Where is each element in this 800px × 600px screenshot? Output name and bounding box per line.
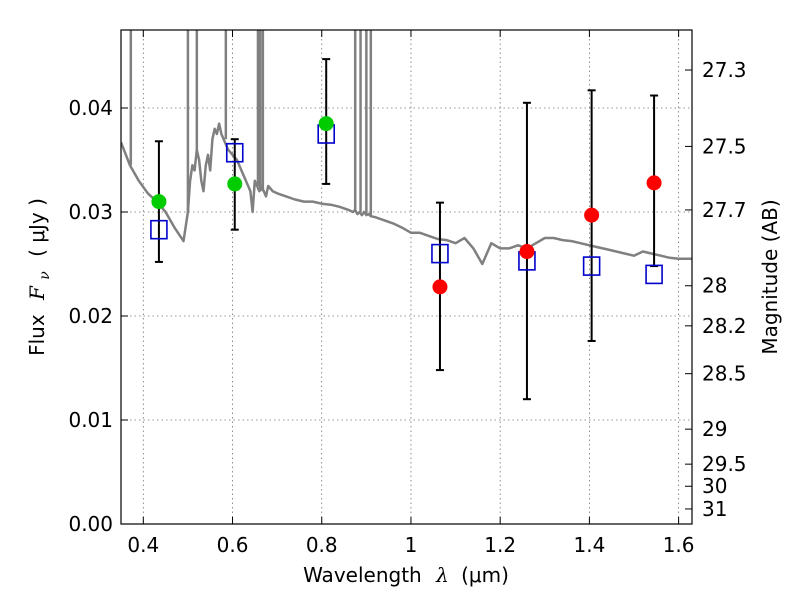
x-tick-label: 1.4 [573, 533, 605, 557]
green-data-point [227, 176, 243, 192]
model-photometry-square [225, 142, 244, 163]
y-axis-label-text: Flux [25, 314, 49, 356]
x-axis-label-unit: (μm) [461, 563, 509, 587]
sed-model-line [121, 122, 692, 266]
model-photometry-square [150, 219, 168, 240]
x-tick-label: 0.8 [306, 533, 338, 557]
y2-tick-label: 28 [702, 274, 727, 298]
red-data-point [519, 244, 535, 260]
red-data-point [646, 175, 662, 191]
y2-tick-label: 27.7 [702, 198, 747, 222]
x-tick-label: 1.2 [484, 533, 516, 557]
axis-ticks [121, 30, 692, 525]
y2-tick-label: 31 [702, 497, 727, 521]
y2-tick-label: 29 [702, 417, 727, 441]
y-axis-label-symbol: F [25, 285, 49, 301]
y-tick-label: 0.04 [68, 96, 113, 120]
x-tick-label: 0.4 [127, 533, 159, 557]
red-data-point [584, 207, 600, 223]
x-axis-label-text: Wavelength [303, 563, 422, 587]
y2-tick-label: 27.5 [702, 134, 747, 158]
y2-tick-label: 30 [702, 474, 727, 498]
y-axis-label: Flux F ν ( μJy ) [25, 198, 54, 356]
model-photometry-square [431, 243, 449, 264]
green-data-point [151, 194, 167, 210]
plot-area [121, 30, 692, 401]
model-photometry-square [645, 264, 663, 285]
x-tick-label: 1 [405, 533, 418, 557]
plot-frame [120, 29, 693, 525]
tick-labels: 0.4 0.6 0.8 1 1.2 1.4 1.6 0.00 0.01 0.02 0.03 0.04 2… [68, 58, 746, 557]
x-tick-label: 0.6 [217, 533, 249, 557]
y-tick-label: 0.03 [68, 200, 113, 224]
y2-tick-label: 27.3 [702, 58, 747, 82]
x-axis-label: Wavelength λ (μm) [303, 563, 509, 587]
x-axis-label-symbol: λ [435, 563, 449, 587]
y2-axis-label: Magnitude (AB) [758, 199, 782, 354]
y-tick-label: 0.01 [68, 408, 113, 432]
x-tick-label: 1.6 [663, 533, 695, 557]
y-tick-label: 0.02 [68, 304, 113, 328]
y-tick-label: 0.00 [68, 512, 113, 536]
y-axis-label-subscript: ν [37, 271, 53, 280]
grid-lines [121, 30, 692, 524]
red-data-point [432, 279, 448, 295]
y2-tick-label: 29.5 [702, 452, 747, 476]
y2-tick-label: 28.2 [702, 314, 747, 338]
y-axis-label-unit: ( μJy ) [25, 198, 49, 257]
green-data-point [318, 116, 334, 132]
model-photometry-square [582, 256, 601, 276]
y2-tick-label: 28.5 [702, 362, 747, 386]
